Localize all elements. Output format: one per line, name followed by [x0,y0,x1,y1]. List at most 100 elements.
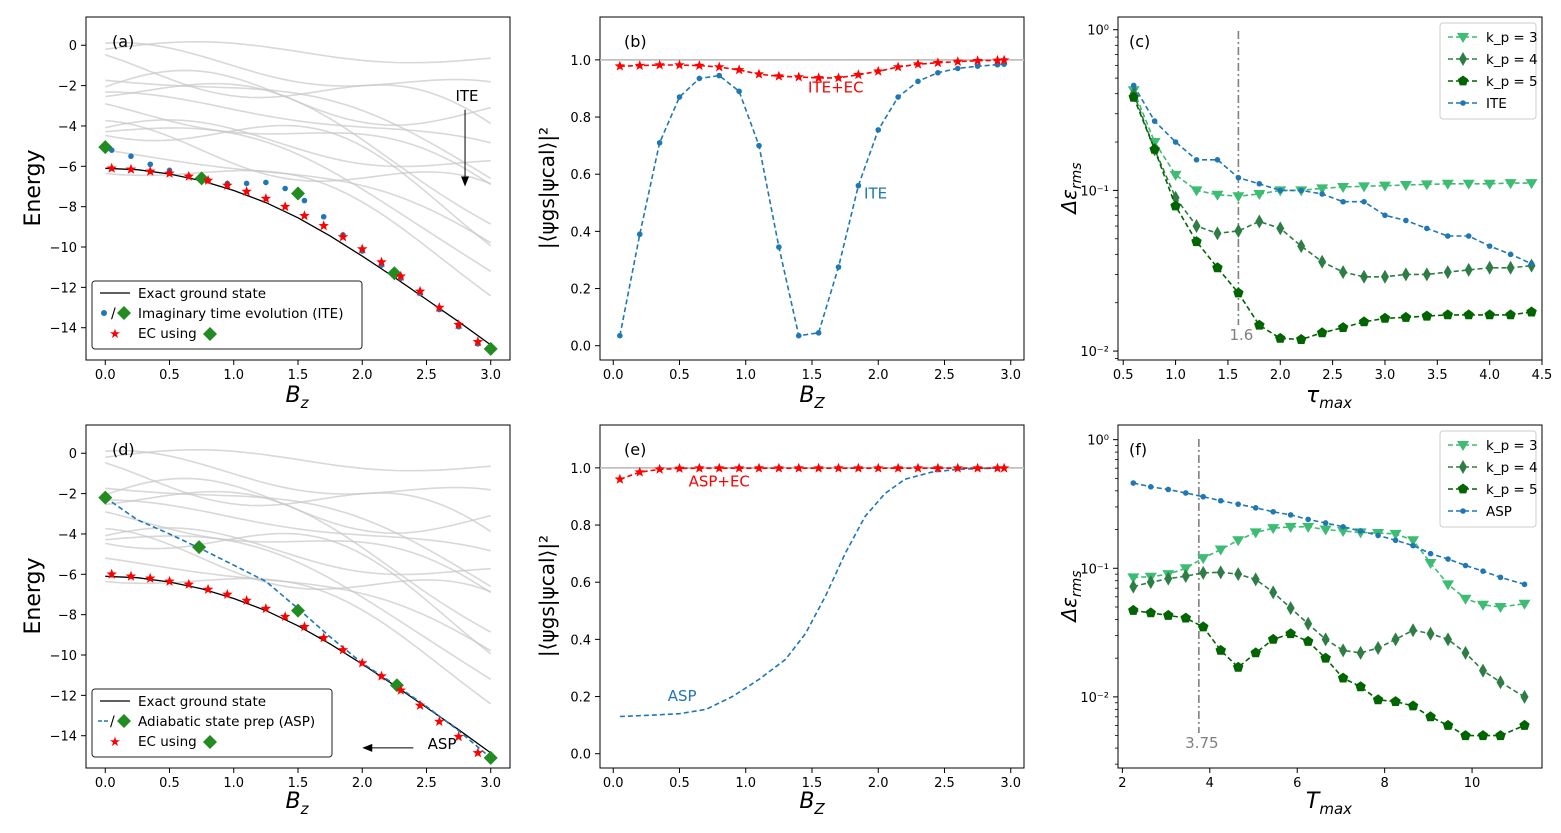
sample-diamond [98,490,113,505]
legend-box [1439,22,1537,120]
ASP-point [1165,486,1172,493]
panel-c: 0.5 1.0 1.5 2.0 2.5 3.0 3.5 4.0 4.5 10⁻² 10⁻¹ 10⁰ 1.… [1057,16,1552,412]
ite-point [128,153,134,160]
k_p = 5-point [1460,730,1471,741]
ASP-point [1497,574,1504,581]
k_p = 3-point [1190,186,1203,197]
k_p = 3-point [1232,536,1245,547]
ASP-point [1252,505,1259,511]
ec-point [260,603,272,614]
panel-a: 0.0 0.5 1.0 1.5 2.0 2.5 3.00−2−4−6−8−10−12−14 … [21,16,511,412]
x-tick-label: 2.5 [934,368,955,383]
k_p = 5-point [1526,306,1537,317]
ec-point [164,575,175,586]
legend-asp: Adiabatic state prep (ASP) [138,714,315,730]
ec-point [164,167,175,178]
ec-point [714,61,725,72]
ec-point [472,747,484,758]
y-tick-label: 10⁻¹ [1080,184,1109,199]
y-tick-label: 0 [69,39,77,54]
x-tick-label: 0.0 [603,368,624,383]
k_p = 4-point [1269,585,1278,600]
panel-b-ylabel: |⟨ψgs|ψcal⟩|² [535,127,559,249]
ec-point [279,201,291,212]
k_p = 5-point [1463,309,1474,320]
panel-c-legend: k_p = 3 k_p = 4 k_p = 5 ITE [1439,22,1538,120]
ite-point [696,75,703,82]
excited-state-line [105,69,491,127]
ec-point [434,716,445,726]
excited-state-line [105,487,492,588]
panel-b-xlabel: BZ [799,383,825,412]
sample-diamond [291,186,305,201]
x-tick-label: 0.5 [159,368,180,383]
k_p = 3-point [1442,580,1455,591]
ec-point [912,58,924,69]
excited-state-line [105,127,492,273]
ec-point [222,589,233,599]
k_p = 4-line [1133,571,1525,698]
x-tick-label: 1.5 [802,368,823,383]
ite-point [974,63,981,69]
k_p = 5-point [1390,696,1401,706]
legend-ite-dot [101,310,107,316]
ec-point [241,595,252,605]
sample-diamond [291,603,305,618]
sample-diamond [98,140,113,155]
series-label: ITE [864,185,887,203]
y-tick-label: 10⁻² [1080,691,1109,706]
ec-point [813,72,824,83]
k_p = 3-point [1358,182,1371,193]
k_p = 5-point [1372,694,1384,705]
ec-point [998,54,1010,65]
sample-diamond [192,540,207,555]
ite-point [815,330,822,336]
ASP-point [1410,542,1416,549]
excited-state-line [105,124,492,247]
ec-point [932,462,944,473]
x-tick-label: 2.0 [868,776,889,791]
ITE-point [1403,217,1409,224]
ec-point [912,462,924,473]
panel-c-plot: 0.5 1.0 1.5 2.0 2.5 3.0 3.5 4.0 4.5 10⁻² 10⁻¹ 10⁰ 1.… [1080,24,1552,383]
ec-point [202,174,214,185]
ec-point [183,578,194,589]
k_p = 5-point [1302,635,1314,646]
y-tick-label: 0.2 [570,691,591,706]
ec-point [337,644,349,655]
k_p = 4-point [1374,640,1383,655]
x-tick-label: 0.5 [669,776,690,791]
excited-state-line [105,79,492,180]
k_p = 4-point [1443,265,1452,280]
ite-point [636,231,643,238]
ec-point [674,462,685,473]
ite-point [282,185,288,192]
excited-state-line [105,41,491,64]
panel-b-label: (b) [624,32,647,51]
ASP-point [1270,508,1276,515]
k_p = 5-point [1128,604,1139,615]
k_p = 4-point [1520,689,1529,704]
k_p = 4-point [1129,579,1138,594]
ec-point [414,700,426,710]
legend-entry: k_p = 5 [1486,74,1538,90]
k_p = 4-point [1409,623,1418,638]
ec-point [932,57,944,68]
ec-point [972,55,983,66]
excited-state-line [105,499,491,552]
ITE-point [1340,198,1346,205]
ASP-point [1375,532,1381,539]
y-tick-label: 10⁻² [1080,345,1109,360]
k_p = 4-point [1146,575,1155,590]
panel-a-plot: 0.0 0.5 1.0 1.5 2.0 2.5 3.0 0 −2 −4 −6 −8 −10 −12 −14 [50,39,502,383]
k_p = 3-point [1462,179,1475,190]
excited-state-line [105,103,492,186]
sample-diamond [387,266,402,281]
y-tick-label: 0 [69,447,77,462]
k_p = 3-line [1132,90,1532,198]
x-tick-label: 1.5 [288,776,309,791]
legend-marker [1457,441,1469,451]
legend-ec: EC using [138,734,197,750]
legend-marker [1459,460,1467,474]
